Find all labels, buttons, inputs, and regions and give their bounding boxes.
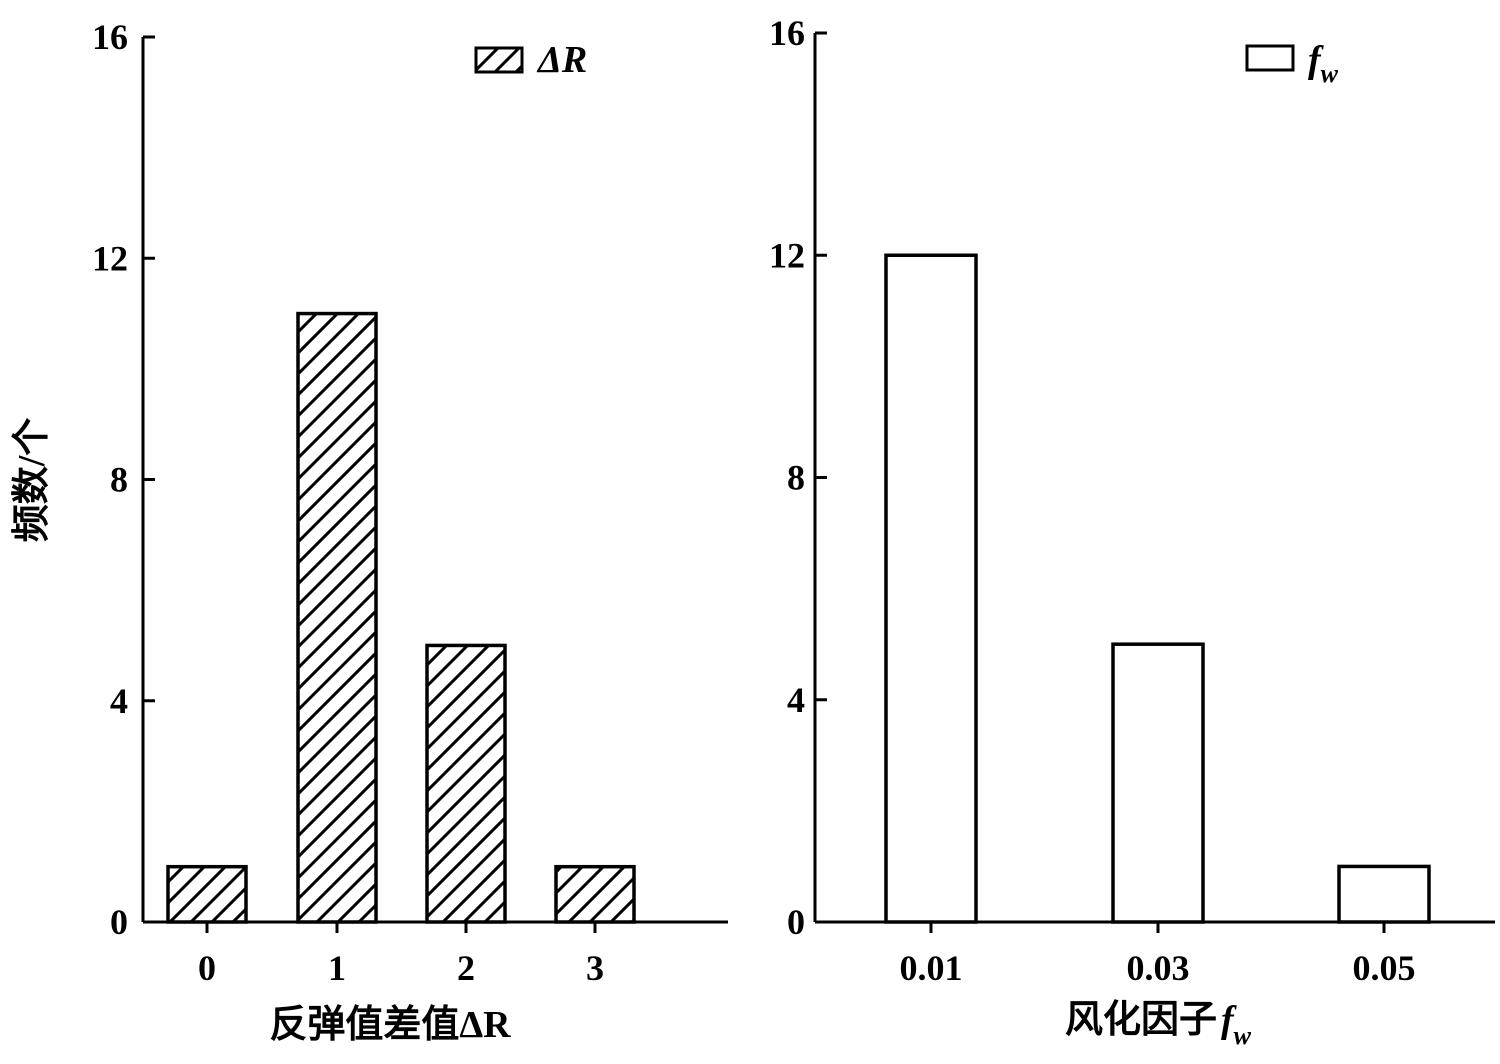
left-x-tick-label: 0: [198, 948, 216, 988]
left-x-ticks: 0 1 2 3: [198, 922, 604, 988]
right-bar-0.05: [1337, 864, 1431, 924]
right-y-tick-label: 0: [787, 902, 805, 942]
left-x-tick-label: 2: [457, 948, 475, 988]
left-y-ticks: 0 4 8 12 16: [92, 17, 155, 942]
left-bar-1: [296, 311, 378, 924]
right-bars: [884, 253, 1431, 924]
right-x-axis-title-symbol: f: [1221, 999, 1237, 1041]
right-x-tick-label: 0.03: [1127, 948, 1190, 988]
left-y-tick-label: 4: [110, 681, 128, 721]
left-y-axis-title: 频数/个: [11, 418, 53, 543]
left-legend-label: ΔR: [536, 39, 587, 81]
left-bar-0: [166, 864, 248, 924]
left-y-tick-label: 12: [92, 238, 128, 278]
right-legend-swatch: [1245, 44, 1295, 72]
right-legend-label: fw: [1308, 39, 1339, 88]
left-legend: ΔR: [474, 39, 587, 81]
right-x-tick-label: 0.05: [1353, 948, 1416, 988]
right-legend: fw: [1245, 39, 1339, 88]
left-legend-swatch: [474, 46, 524, 74]
right-y-tick-label: 16: [769, 13, 805, 53]
right-x-ticks: 0.01 0.03 0.05: [900, 922, 1416, 988]
right-x-tick-label: 0.01: [900, 948, 963, 988]
right-x-axis-title-text: 风化因子: [1065, 999, 1217, 1041]
right-y-tick-label: 8: [787, 458, 805, 498]
right-legend-symbol: f: [1308, 39, 1324, 81]
right-y-tick-label: 12: [769, 235, 805, 275]
right-bar-0.01: [884, 253, 978, 924]
left-x-tick-label: 3: [586, 948, 604, 988]
left-bars: [166, 311, 636, 924]
left-bar-2: [425, 643, 507, 924]
right-x-axis-title: 风化因子 fw: [1065, 999, 1252, 1050]
left-y-tick-label: 16: [92, 17, 128, 57]
left-x-tick-label: 1: [328, 948, 346, 988]
left-y-tick-label: 8: [110, 460, 128, 500]
right-y-ticks: 0 4 8 12 16: [769, 13, 827, 942]
right-legend-subscript: w: [1321, 59, 1339, 88]
right-x-axis-title-subscript: w: [1234, 1021, 1252, 1050]
left-bar-3: [554, 864, 636, 924]
right-y-tick-label: 4: [787, 680, 805, 720]
right-bar-0.03: [1111, 642, 1205, 924]
left-x-axis-title: 反弹值差值ΔR: [269, 1004, 511, 1046]
left-y-tick-label: 0: [110, 902, 128, 942]
